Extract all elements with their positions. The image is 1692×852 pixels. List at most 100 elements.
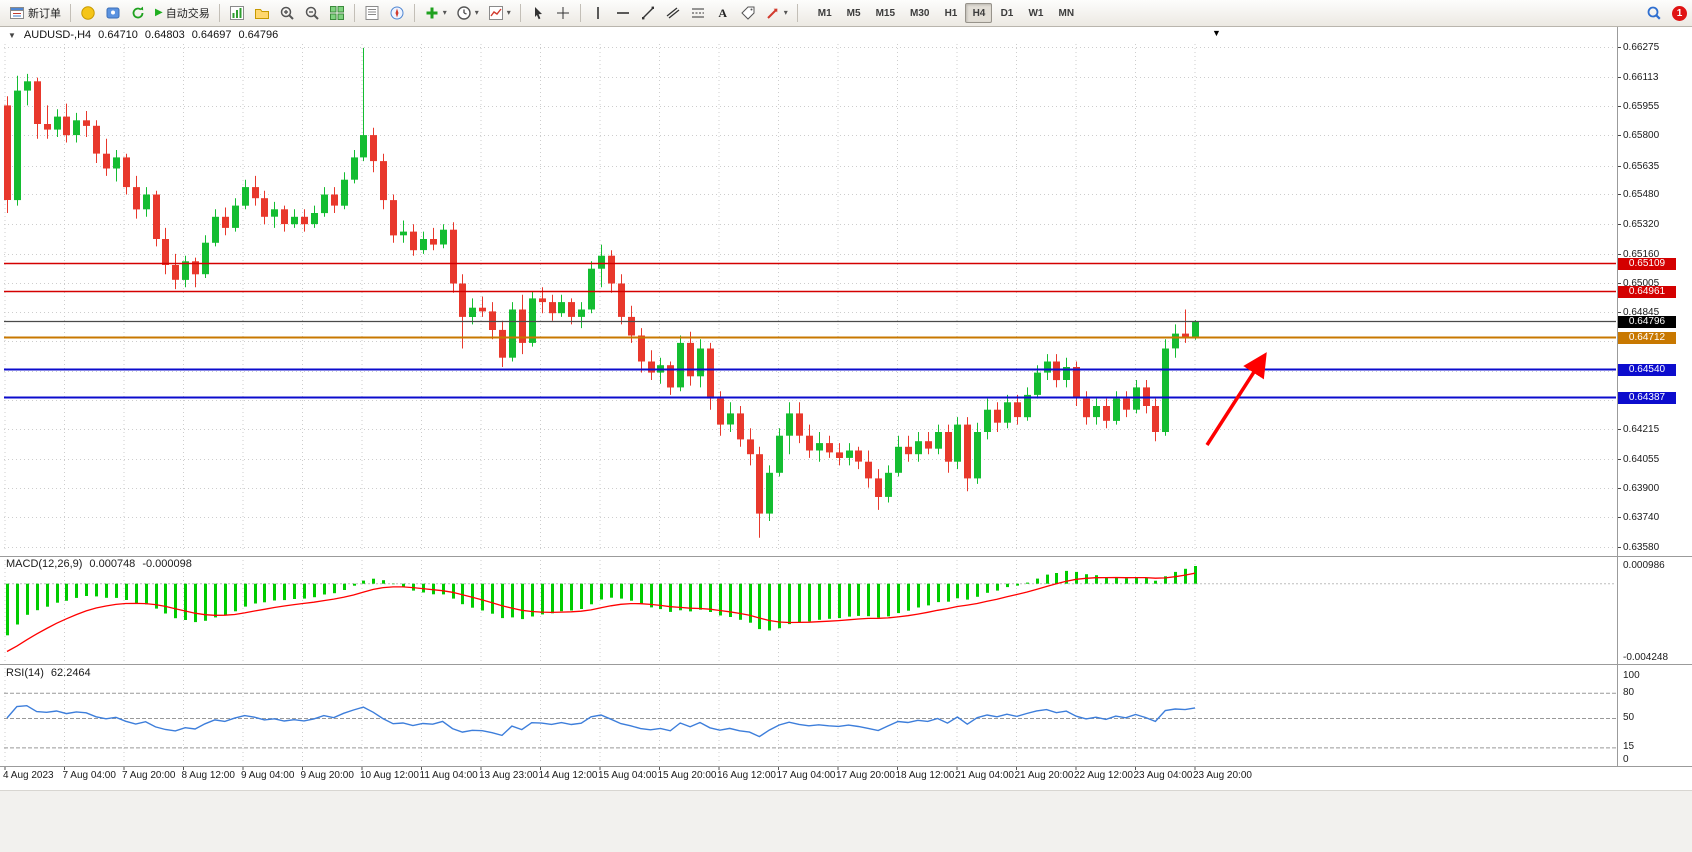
toolbar-right-group: 1 (1642, 2, 1687, 24)
vertical-line-button[interactable] (586, 2, 610, 24)
one-click-trading-toggle-icon[interactable]: ▼ (8, 30, 16, 40)
autotrading-button[interactable]: ▶ 自动交易 (151, 2, 214, 24)
toolbar-separator (519, 4, 521, 22)
candle-down (172, 265, 179, 280)
candle-up (1093, 406, 1100, 418)
templates-button[interactable]: ▾ (484, 2, 515, 24)
periods-button[interactable]: ▾ (452, 2, 483, 24)
candle-down (826, 443, 833, 453)
timeframe-m1-button[interactable]: M1 (811, 3, 839, 23)
data-window-button[interactable] (360, 2, 384, 24)
candle-down (855, 450, 862, 462)
community-button[interactable] (101, 2, 125, 24)
notification-badge[interactable]: 1 (1672, 5, 1687, 21)
candle-down (964, 424, 971, 479)
zoom-out-button[interactable] (300, 2, 324, 24)
timeframe-m30-button[interactable]: M30 (903, 3, 936, 23)
horizontal-line-button[interactable] (611, 2, 635, 24)
candle-down (628, 316, 635, 336)
candle-down (667, 365, 674, 388)
candle-up (242, 187, 249, 206)
candle-down (717, 398, 724, 425)
indicators-button[interactable]: ▾ (420, 2, 451, 24)
candle-down (905, 446, 912, 455)
candle-down (34, 81, 41, 124)
timeframe-d1-button[interactable]: D1 (993, 3, 1020, 23)
candle-up (182, 261, 189, 280)
label-tool-button[interactable] (736, 2, 760, 24)
trend-arrow[interactable] (1205, 352, 1267, 446)
crosshair-button[interactable] (551, 2, 575, 24)
price-axis-line (1617, 27, 1618, 766)
timeframe-mn-button[interactable]: MN (1051, 3, 1081, 23)
channel-button[interactable] (661, 2, 685, 24)
candle-down (153, 194, 160, 239)
new-order-button[interactable]: 新订单 (5, 2, 65, 24)
fibonacci-button[interactable] (686, 2, 710, 24)
candle-up (776, 435, 783, 473)
zoom-in-button[interactable] (275, 2, 299, 24)
candle-down (1053, 361, 1060, 381)
candle-up (588, 268, 595, 310)
candle-up (321, 194, 328, 214)
search-button[interactable] (1642, 2, 1666, 24)
candle-up (984, 409, 991, 432)
panel-splitter-macd[interactable] (0, 556, 1692, 557)
refresh-button[interactable] (126, 2, 150, 24)
candle-down (836, 452, 843, 458)
chart-shift-marker-icon[interactable]: ▼ (1212, 28, 1221, 38)
template-icon (488, 5, 504, 21)
new-chart-button[interactable] (225, 2, 249, 24)
arrow-tools-button[interactable]: ▾ (761, 2, 792, 24)
tile-windows-button[interactable] (325, 2, 349, 24)
timeframe-h1-button[interactable]: H1 (937, 3, 964, 23)
candle-up (895, 446, 902, 473)
toolbar-separator (796, 4, 798, 22)
candle-up (1192, 321, 1199, 338)
candle-up (816, 443, 823, 451)
candle-down (638, 335, 645, 362)
panel-splitter-rsi[interactable] (0, 664, 1692, 665)
candle-up (420, 239, 427, 251)
timeframe-m5-button[interactable]: M5 (840, 3, 868, 23)
candle-down (687, 342, 694, 377)
window-bottom-area (0, 790, 1692, 852)
candle-down (1014, 402, 1021, 418)
candle-down (875, 478, 882, 497)
metaquotes-button[interactable] (76, 2, 100, 24)
candle-down (450, 229, 457, 284)
toolbar-separator (353, 4, 355, 22)
indicator-add-icon (424, 5, 440, 21)
timeframe-w1-button[interactable]: W1 (1021, 3, 1050, 23)
trendline-button[interactable] (636, 2, 660, 24)
candle-down (539, 298, 546, 303)
navigator-button[interactable] (385, 2, 409, 24)
zoom-out-icon (304, 5, 320, 21)
time-axis-line (0, 766, 1692, 767)
candle-down (44, 124, 51, 130)
new-order-label: 新订单 (28, 8, 61, 20)
candle-up (14, 90, 21, 201)
timeframe-h4-button[interactable]: H4 (965, 3, 993, 23)
candle-up (598, 255, 605, 269)
text-tool-button[interactable]: A (711, 2, 735, 24)
toolbar: 新订单 ▶ 自动交易 ▾ ▾ ▾ A ▾ M1 M (0, 0, 1692, 27)
toolbar-separator (579, 4, 581, 22)
candle-up (291, 216, 298, 225)
toolbar-separator (218, 4, 220, 22)
chart-profiles-button[interactable] (250, 2, 274, 24)
candle-down (4, 105, 11, 200)
candle-down (737, 413, 744, 440)
community-icon (105, 5, 121, 21)
cursor-button[interactable] (526, 2, 550, 24)
candle-down (519, 309, 526, 343)
candle-down (1073, 367, 1080, 399)
fibonacci-icon (690, 5, 706, 21)
candle-up (1004, 402, 1011, 423)
candle-up (766, 472, 773, 514)
candle-down (301, 216, 308, 225)
candle-down (410, 231, 417, 251)
candle-up (974, 432, 981, 479)
timeframe-m15-button[interactable]: M15 (869, 3, 902, 23)
